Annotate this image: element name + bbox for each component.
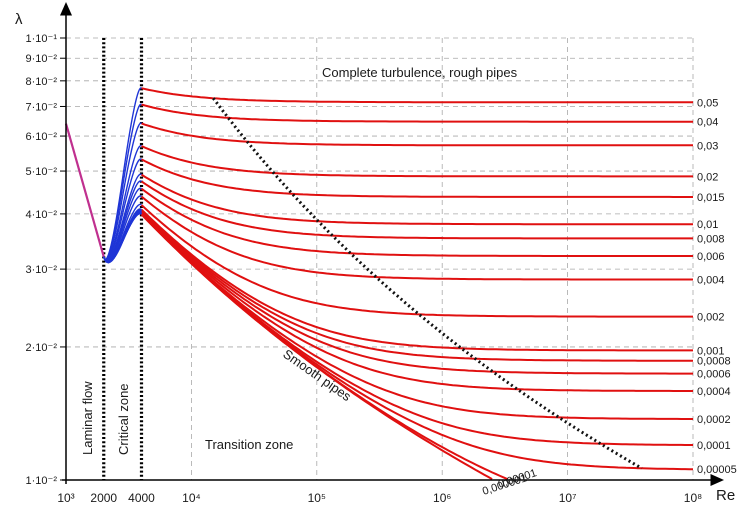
turbulent-curve [140,212,693,420]
turbulent-curve [140,173,693,226]
annotations: Complete turbulence, rough pipes Transit… [80,65,518,455]
roughness-label: 0,002 [697,312,725,324]
annotation-critical: Critical zone [116,383,131,455]
roughness-label: 0,015 [697,192,725,204]
roughness-label: 0,0004 [697,386,731,398]
axes: λ Re [15,2,735,504]
x-tick-label: 2000 [90,491,117,505]
x-tick-label: 10⁸ [684,491,702,505]
roughness-label: 0,004 [697,275,725,287]
turbulent-curve [141,158,693,198]
turbulent-curve [140,213,693,471]
roughness-label: 0,00005 [697,464,737,476]
roughness-label: 0,0001 [697,440,731,452]
roughness-label: 0,04 [697,117,718,129]
turbulent-curve [141,103,693,123]
y-tick-label: 8·10⁻² [26,76,58,88]
roughness-label: 0,001 [697,345,725,357]
turbulent-curve [140,210,693,375]
friction-curves [64,87,693,481]
annotation-smooth: Smooth pipes [280,346,354,404]
turbulent-curve [141,122,693,147]
roughness-label: 0,008 [697,233,725,245]
turbulence-boundary-line [212,97,643,470]
turbulent-curve [140,204,693,318]
turbulent-curve [140,180,693,240]
roughness-label: 0,03 [697,140,718,152]
y-tick-label: 1·10⁻² [26,475,58,487]
x-tick-label: 10⁴ [182,491,201,505]
y-tick-label: 1·10⁻¹ [26,33,58,45]
x-tick-label: 10⁵ [308,491,326,505]
y-tick-label: 3·10⁻² [26,264,58,276]
turbulent-curve [140,195,693,281]
x-tick-label: 10⁶ [433,491,451,505]
roughness-label: 0,05 [697,97,718,109]
x-tick-label: 10⁷ [559,491,577,505]
roughness-label: 0,0008 [697,356,731,368]
grid [66,37,694,480]
turbulent-curve [140,213,493,480]
roughness-label: 0,01 [697,219,718,231]
x-tick-label: 4000 [128,491,155,505]
x-axis-label: Re [716,487,735,504]
critical-curve [103,212,142,264]
y-tick-label: 6·10⁻² [26,131,58,143]
annotation-rough: Complete turbulence, rough pipes [322,65,518,80]
roughness-label: 0,0002 [697,414,731,426]
y-tick-label: 4·10⁻² [26,209,58,221]
turbulent-curve [141,145,693,178]
annotation-laminar: Laminar flow [80,381,95,455]
turbulent-curve [140,209,693,362]
roughness-label: 0,02 [697,171,718,183]
roughness-label: 0,0006 [697,369,731,381]
y-tick-label: 2·10⁻² [26,342,58,354]
critical-curve [103,158,142,262]
y-axis-label: λ [15,11,23,28]
turbulent-curve [140,208,693,352]
y-tick-label: 5·10⁻² [26,166,58,178]
roughness-label: 0,006 [697,251,725,263]
annotation-transition: Transition zone [205,437,293,452]
turbulent-curve [141,87,693,104]
x-tick-label: 10³ [57,491,74,505]
tick-labels: 1·10⁻² 2·10⁻² 3·10⁻² 4·10⁻² 5·10⁻² 6·10⁻² 7·10… [26,33,703,505]
y-tick-label: 7·10⁻² [26,101,58,113]
roughness-labels: 0,05 0,04 0,03 0,02 0,015 0,01 0,008 0,006 0,004… [481,97,737,498]
turbulent-curve [140,211,693,392]
y-tick-label: 9·10⁻² [26,53,58,65]
laminar-line [64,123,105,258]
turbulent-curve [140,187,693,257]
